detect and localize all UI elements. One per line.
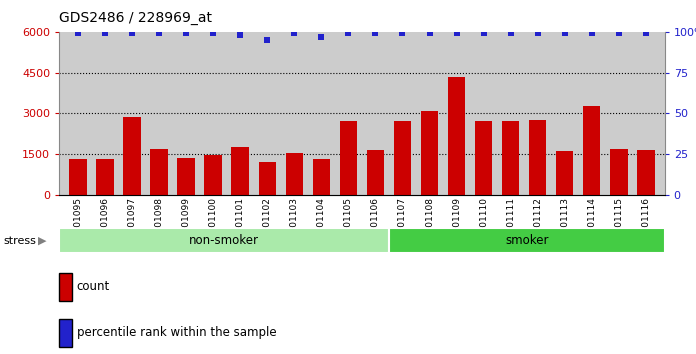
- Bar: [583, 107, 601, 195]
- Bar: [70, 159, 87, 195]
- Bar: [556, 151, 574, 195]
- Bar: [96, 159, 114, 195]
- Bar: [502, 121, 519, 195]
- Bar: [340, 121, 357, 195]
- Bar: [610, 149, 628, 195]
- Bar: [123, 118, 141, 195]
- Text: ▶: ▶: [38, 236, 47, 246]
- Bar: [285, 153, 303, 195]
- Text: smoker: smoker: [505, 234, 549, 247]
- Bar: [394, 121, 411, 195]
- Bar: [529, 120, 546, 195]
- Bar: [475, 121, 492, 195]
- Bar: [420, 111, 438, 195]
- Bar: [177, 158, 195, 195]
- Bar: [448, 77, 466, 195]
- Bar: [313, 159, 330, 195]
- Bar: [390, 228, 665, 253]
- Bar: [59, 228, 390, 253]
- Bar: [367, 150, 384, 195]
- Text: GDS2486 / 228969_at: GDS2486 / 228969_at: [59, 11, 212, 25]
- Bar: [205, 155, 222, 195]
- Text: stress: stress: [3, 236, 36, 246]
- Text: percentile rank within the sample: percentile rank within the sample: [77, 326, 276, 339]
- Bar: [258, 162, 276, 195]
- Bar: [150, 149, 168, 195]
- Text: non-smoker: non-smoker: [189, 234, 260, 247]
- Bar: [232, 147, 249, 195]
- Bar: [637, 150, 654, 195]
- Text: count: count: [77, 280, 110, 293]
